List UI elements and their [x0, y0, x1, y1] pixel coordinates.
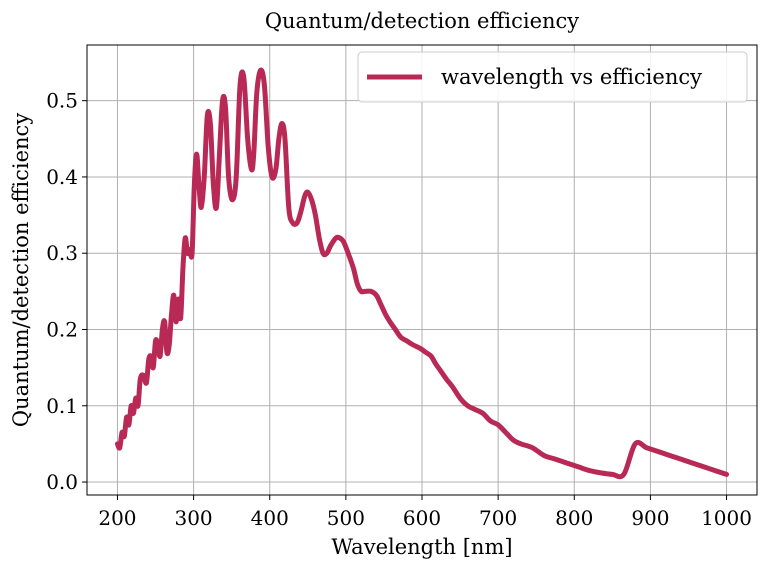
legend: wavelength vs efficiency [357, 51, 748, 103]
x-axis-title: Wavelength [nm] [331, 535, 512, 559]
x-tick-label: 200 [98, 506, 136, 530]
x-tick-label: 900 [631, 506, 669, 530]
legend-box [357, 51, 748, 103]
x-tick-label: 400 [251, 506, 289, 530]
x-tick-label: 700 [479, 506, 517, 530]
y-axis-title: Quantum/detection efficiency [9, 113, 33, 427]
x-axis: 200 300 400 500 600 700 800 900 1000 [98, 495, 752, 530]
legend-label: wavelength vs efficiency [441, 65, 702, 89]
y-tick-label: 0.5 [46, 89, 78, 113]
x-tick-label: 1000 [701, 506, 752, 530]
chart-title: Quantum/detection efficiency [265, 9, 579, 33]
y-tick-label: 0.2 [46, 317, 78, 341]
x-tick-label: 500 [327, 506, 365, 530]
x-tick-label: 600 [403, 506, 441, 530]
y-tick-label: 0.3 [46, 241, 78, 265]
grid [87, 45, 757, 495]
plot-area [114, 67, 730, 480]
y-tick-label: 0.0 [46, 470, 78, 494]
y-axis: 0.0 0.1 0.2 0.3 0.4 0.5 [46, 89, 87, 494]
y-tick-label: 0.4 [46, 165, 78, 189]
y-tick-label: 0.1 [46, 394, 78, 418]
x-tick-label: 300 [174, 506, 212, 530]
series-line [114, 67, 730, 480]
x-tick-label: 800 [555, 506, 593, 530]
